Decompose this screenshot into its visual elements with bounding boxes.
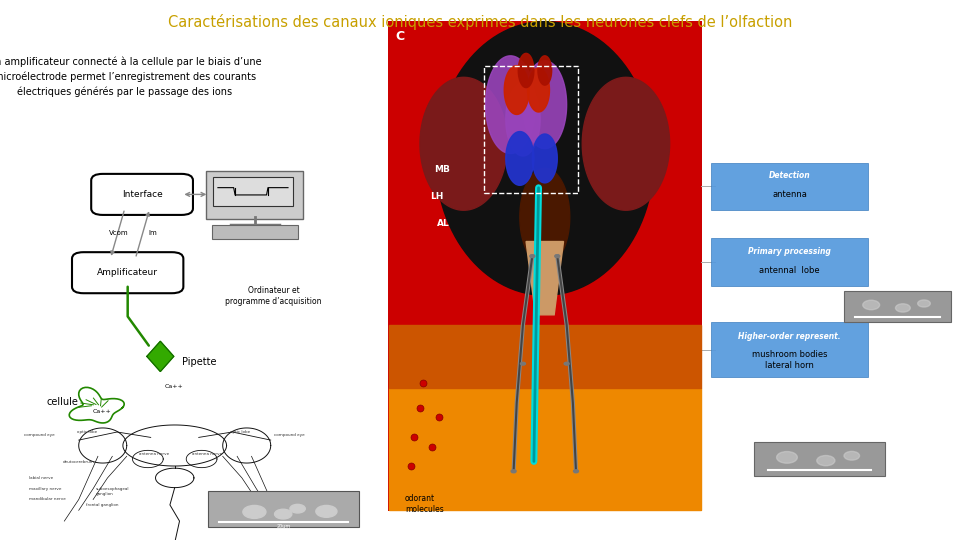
- Text: Ca++: Ca++: [165, 383, 184, 389]
- Text: 20μm: 20μm: [276, 524, 291, 529]
- FancyBboxPatch shape: [711, 322, 868, 377]
- Circle shape: [817, 456, 835, 465]
- Text: cellule: cellule: [46, 397, 78, 407]
- Text: antenna: antenna: [772, 191, 807, 199]
- Polygon shape: [486, 56, 536, 153]
- Text: optic lobe: optic lobe: [230, 430, 251, 434]
- Circle shape: [555, 255, 560, 258]
- Text: Higher-order represent.: Higher-order represent.: [738, 332, 841, 341]
- FancyBboxPatch shape: [711, 238, 868, 286]
- Text: antennal  lobe: antennal lobe: [759, 266, 820, 275]
- Polygon shape: [506, 132, 534, 185]
- Polygon shape: [420, 77, 507, 210]
- Text: compound eye: compound eye: [24, 433, 55, 437]
- Polygon shape: [518, 53, 534, 87]
- Circle shape: [511, 470, 516, 472]
- Text: optic lobe: optic lobe: [77, 430, 97, 434]
- Text: Detection: Detection: [769, 171, 810, 180]
- Polygon shape: [533, 134, 557, 183]
- Text: C: C: [396, 30, 405, 43]
- Text: labial nerve: labial nerve: [29, 476, 53, 480]
- Text: LH: LH: [430, 192, 444, 201]
- Polygon shape: [526, 241, 564, 315]
- Text: Ca++: Ca++: [93, 409, 112, 414]
- Polygon shape: [523, 60, 566, 149]
- Circle shape: [777, 451, 798, 463]
- Circle shape: [844, 451, 859, 460]
- Circle shape: [520, 362, 525, 365]
- Text: Ordinateur et
programme d’acquisition: Ordinateur et programme d’acquisition: [226, 286, 322, 306]
- FancyBboxPatch shape: [844, 291, 951, 322]
- Text: maxillary nerve: maxillary nerve: [29, 487, 61, 491]
- FancyBboxPatch shape: [91, 174, 193, 215]
- Circle shape: [243, 505, 266, 518]
- Text: Caractérisations des canaux ioniques exprimes dans les neurones clefs de l’olfac: Caractérisations des canaux ioniques exp…: [168, 14, 792, 30]
- Bar: [484, 65, 578, 193]
- Circle shape: [918, 300, 930, 307]
- Text: mandibular nerve: mandibular nerve: [29, 497, 65, 502]
- Polygon shape: [147, 341, 174, 372]
- Polygon shape: [504, 65, 529, 114]
- Text: antenna nerve: antenna nerve: [192, 451, 222, 456]
- Polygon shape: [506, 83, 540, 156]
- Text: Amplificateur: Amplificateur: [97, 268, 158, 277]
- Polygon shape: [436, 22, 654, 295]
- FancyBboxPatch shape: [206, 171, 303, 219]
- Polygon shape: [528, 68, 549, 112]
- Text: Un amplificateur connecté à la cellule par le biais d’une
microélectrode permet : Un amplificateur connecté à la cellule p…: [0, 57, 262, 97]
- Text: compound eye: compound eye: [274, 433, 304, 437]
- Text: Im: Im: [149, 230, 157, 237]
- Polygon shape: [520, 168, 570, 266]
- Text: odorant
molecules: odorant molecules: [405, 494, 444, 514]
- Polygon shape: [538, 56, 552, 85]
- FancyBboxPatch shape: [754, 442, 885, 476]
- Text: suboesophageal
ganglion: suboesophageal ganglion: [96, 487, 130, 496]
- Circle shape: [290, 504, 305, 513]
- Polygon shape: [389, 325, 701, 388]
- FancyBboxPatch shape: [213, 177, 293, 206]
- Text: MB: MB: [434, 165, 450, 174]
- Polygon shape: [389, 388, 701, 510]
- Text: frontal ganglion: frontal ganglion: [86, 503, 119, 507]
- Circle shape: [275, 509, 292, 519]
- Circle shape: [896, 304, 910, 312]
- FancyBboxPatch shape: [388, 21, 702, 511]
- Text: Pipette: Pipette: [182, 357, 217, 367]
- FancyBboxPatch shape: [72, 252, 183, 293]
- Text: Interface: Interface: [122, 190, 162, 199]
- Circle shape: [316, 505, 337, 517]
- Polygon shape: [583, 77, 670, 210]
- Circle shape: [863, 300, 879, 310]
- Text: Vcom: Vcom: [108, 230, 128, 237]
- Text: deutocerebrum: deutocerebrum: [62, 460, 94, 464]
- FancyBboxPatch shape: [208, 491, 359, 527]
- Text: Primary processing: Primary processing: [748, 247, 831, 255]
- Text: mushroom bodies
lateral horn: mushroom bodies lateral horn: [752, 350, 828, 369]
- Circle shape: [564, 362, 569, 365]
- Circle shape: [530, 255, 535, 258]
- FancyBboxPatch shape: [212, 225, 298, 239]
- Text: AL: AL: [437, 219, 449, 228]
- Circle shape: [573, 470, 579, 472]
- Text: antenna nerve: antenna nerve: [139, 451, 169, 456]
- FancyBboxPatch shape: [711, 163, 868, 210]
